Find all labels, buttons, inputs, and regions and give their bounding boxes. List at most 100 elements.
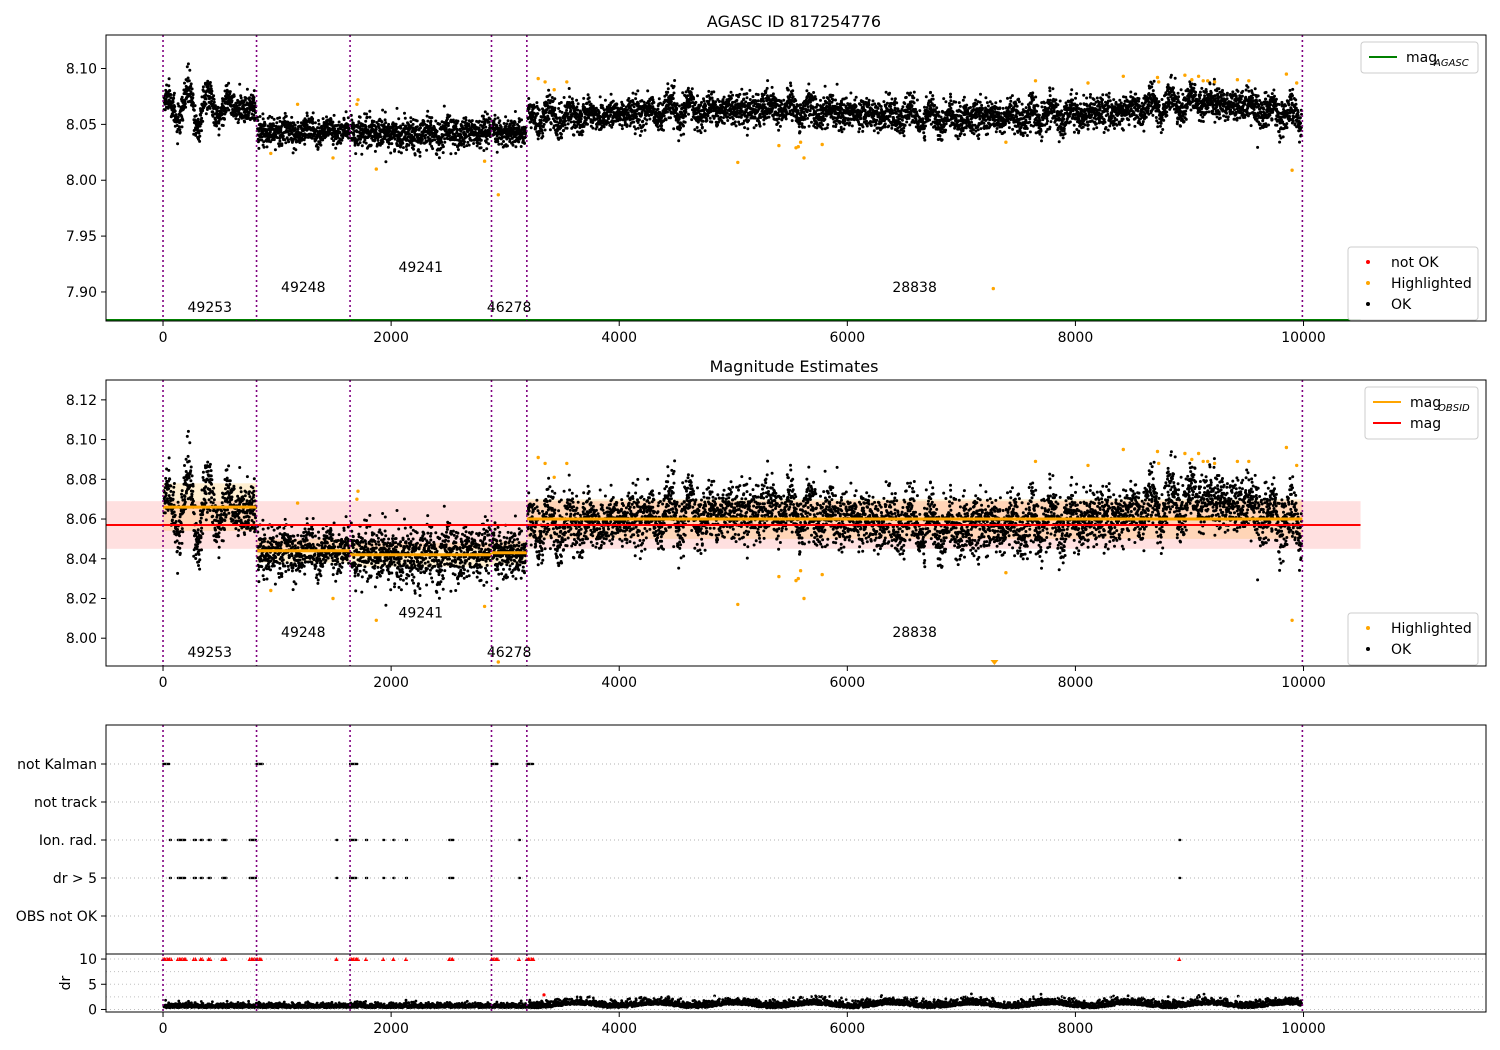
- ok-point: [722, 95, 726, 99]
- ok-point: [808, 109, 812, 113]
- ok-point: [280, 142, 284, 146]
- ok-point: [365, 115, 369, 119]
- ok-point: [496, 140, 500, 144]
- ok-point: [336, 123, 340, 127]
- ok-point: [887, 124, 891, 128]
- ok-point: [753, 116, 757, 120]
- ok-point: [506, 144, 509, 148]
- ok-point: [358, 115, 362, 119]
- ok-point: [908, 123, 912, 127]
- ok-point: [567, 87, 571, 90]
- ok-point: [566, 122, 570, 126]
- ok-point: [505, 122, 509, 126]
- ok-point: [902, 134, 906, 138]
- ok-point: [879, 105, 883, 108]
- ok-point: [198, 124, 202, 128]
- ok-point: [853, 98, 857, 102]
- ok-point: [679, 126, 683, 130]
- ok-point: [633, 132, 637, 136]
- ok-point: [247, 110, 251, 114]
- ok-point: [816, 103, 820, 107]
- ok-point: [581, 103, 585, 106]
- ok-point: [431, 147, 435, 151]
- ok-point: [538, 131, 541, 135]
- ok-point: [517, 140, 521, 144]
- ok-point: [172, 96, 176, 100]
- ok-point: [209, 84, 213, 88]
- ok-point: [677, 139, 681, 143]
- ok-point: [607, 117, 610, 121]
- ok-point: [341, 133, 345, 137]
- ok-point: [211, 114, 215, 118]
- ok-point: [569, 120, 573, 124]
- ok-point: [210, 99, 214, 103]
- ok-point: [885, 101, 889, 105]
- ok-point: [485, 147, 489, 151]
- ok-point: [373, 149, 377, 153]
- ok-point: [928, 118, 932, 122]
- ok-point: [204, 97, 208, 101]
- ok-point: [910, 104, 914, 108]
- ok-point: [412, 147, 415, 151]
- ok-point: [191, 93, 195, 97]
- ok-point: [332, 139, 336, 143]
- ok-point: [302, 138, 306, 142]
- ok-point: [332, 113, 336, 117]
- ok-point: [798, 130, 802, 134]
- ok-point: [296, 127, 300, 131]
- ok-point: [232, 94, 236, 98]
- ok-point: [840, 130, 844, 134]
- ok-point: [394, 122, 398, 126]
- ok-point: [223, 106, 227, 110]
- ok-point: [283, 111, 287, 115]
- ok-point: [924, 95, 928, 99]
- ok-point: [319, 143, 323, 147]
- ok-point: [580, 133, 584, 137]
- ok-point: [206, 84, 210, 88]
- ok-point: [825, 126, 829, 130]
- ok-point: [609, 113, 613, 117]
- ok-point: [635, 115, 638, 119]
- ok-point: [312, 134, 316, 138]
- ok-point: [686, 86, 690, 90]
- ok-point: [462, 145, 466, 149]
- ok-point: [534, 126, 538, 130]
- ok-point: [321, 117, 325, 121]
- ok-point: [765, 86, 769, 90]
- ok-point: [448, 114, 452, 118]
- ok-point: [401, 141, 405, 145]
- ok-point: [949, 95, 953, 99]
- ok-point: [196, 117, 200, 121]
- ok-point: [828, 103, 832, 107]
- ok-point: [210, 92, 213, 96]
- ok-point: [425, 148, 429, 152]
- ok-point: [383, 110, 387, 114]
- ok-point: [429, 123, 433, 127]
- ok-point: [415, 119, 419, 123]
- ok-point: [949, 99, 953, 103]
- ok-point: [559, 101, 563, 104]
- ok-point: [915, 98, 919, 102]
- ok-point: [575, 105, 579, 109]
- ok-point: [782, 98, 786, 102]
- ok-point: [189, 82, 193, 86]
- ok-point: [434, 119, 438, 123]
- ok-point: [748, 98, 752, 101]
- ok-point: [861, 129, 865, 133]
- ok-point: [569, 108, 573, 112]
- ok-point: [581, 130, 585, 134]
- ok-point: [210, 89, 214, 93]
- ok-point: [598, 95, 602, 99]
- ok-point: [666, 87, 670, 91]
- ok-point: [904, 95, 908, 99]
- ok-point: [831, 94, 835, 97]
- ok-point: [611, 99, 615, 103]
- ok-point: [902, 129, 906, 133]
- ok-point: [262, 140, 266, 144]
- ok-point: [278, 136, 282, 140]
- ok-point: [789, 81, 792, 85]
- ok-point: [401, 146, 405, 150]
- ok-point: [372, 120, 376, 123]
- ok-point: [298, 141, 302, 144]
